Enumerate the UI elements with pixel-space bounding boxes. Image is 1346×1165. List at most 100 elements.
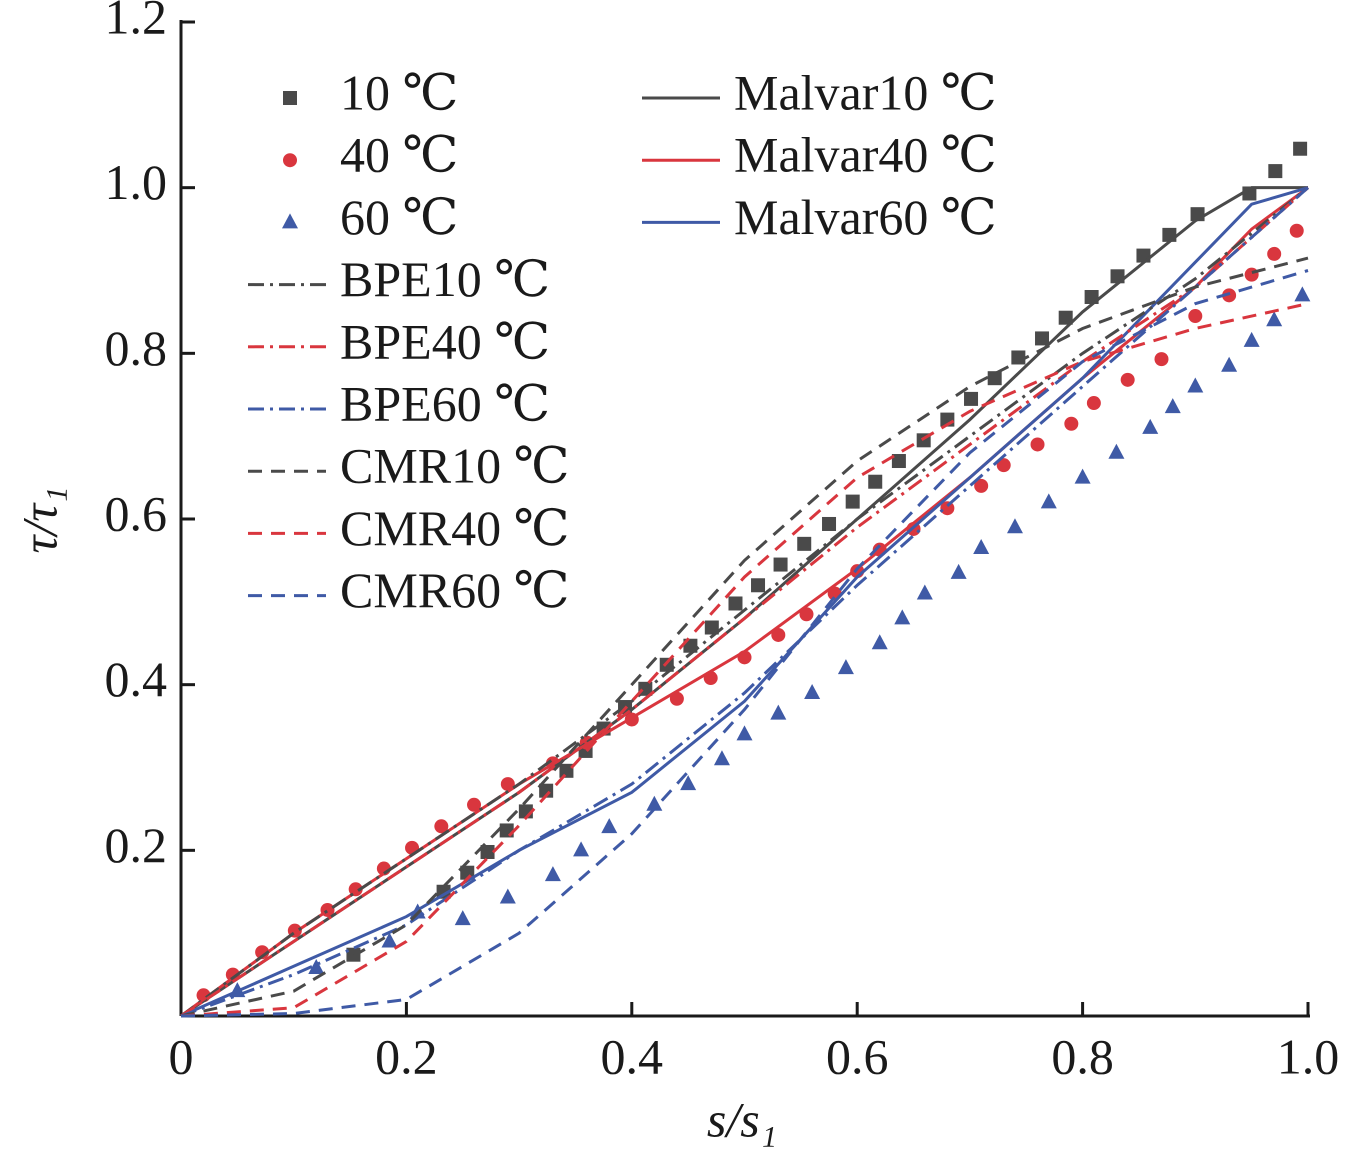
- y-axis-label: τ/τ₁: [11, 486, 67, 553]
- series-line: [180, 186, 1309, 1018]
- legend-marker: [283, 91, 297, 105]
- data-point: [1074, 468, 1091, 484]
- data-point: [1267, 246, 1282, 261]
- data-point: [1293, 141, 1308, 156]
- data-point: [728, 596, 743, 611]
- data-point: [1268, 164, 1283, 179]
- data-point: [559, 763, 574, 778]
- x-tick-label: 0: [169, 1028, 194, 1084]
- data-point: [713, 750, 730, 766]
- data-point: [797, 536, 812, 551]
- legend-label: BPE40 ℃: [340, 313, 550, 369]
- series-line: [180, 186, 1308, 1018]
- data-point: [891, 454, 906, 469]
- data-point: [964, 391, 979, 406]
- data-point: [950, 563, 967, 579]
- data-point: [871, 634, 888, 650]
- data-point: [1188, 309, 1203, 324]
- data-point: [1040, 493, 1057, 509]
- data-point: [499, 888, 516, 904]
- y-tick-label: 1.0: [105, 154, 168, 210]
- x-tick-label: 0.4: [601, 1028, 664, 1084]
- legend-label: Malvar10 ℃: [734, 64, 997, 120]
- data-point: [1006, 518, 1023, 534]
- legend-label: BPE10 ℃: [340, 251, 550, 307]
- data-point: [1064, 416, 1079, 431]
- data-point: [544, 866, 561, 882]
- x-tick-label: 0.6: [826, 1028, 889, 1084]
- data-point: [1266, 311, 1283, 327]
- data-point: [1154, 352, 1169, 367]
- data-point: [1120, 372, 1135, 387]
- data-point: [704, 620, 719, 635]
- data-point: [996, 458, 1011, 473]
- data-point: [669, 691, 684, 706]
- data-point: [680, 775, 697, 791]
- data-point: [973, 538, 990, 554]
- data-point: [1058, 310, 1073, 325]
- data-point: [1244, 267, 1259, 282]
- legend-label: Malvar60 ℃: [734, 189, 997, 245]
- legend-label: Malvar40 ℃: [734, 127, 997, 183]
- y-tick-label: 1.2: [105, 0, 168, 44]
- x-tick-label: 0.8: [1051, 1028, 1114, 1084]
- x-tick-label: 1.0: [1277, 1028, 1340, 1084]
- data-point: [1108, 443, 1125, 459]
- legend-label: CMR60 ℃: [340, 562, 570, 618]
- data-point: [1162, 227, 1177, 242]
- data-point: [381, 932, 398, 948]
- data-point: [454, 910, 471, 926]
- data-point: [837, 659, 854, 675]
- data-point: [1142, 418, 1159, 434]
- data-point: [822, 516, 837, 531]
- data-point: [770, 704, 787, 720]
- data-point: [499, 823, 514, 838]
- legend-label: 10 ℃: [340, 64, 458, 120]
- legend-label: CMR40 ℃: [340, 500, 570, 556]
- data-point: [771, 627, 786, 642]
- data-point: [1222, 288, 1237, 303]
- data-point: [799, 607, 814, 622]
- data-point: [868, 474, 883, 489]
- y-tick-label: 0.6: [105, 485, 168, 541]
- series-line: [180, 186, 1309, 1018]
- data-point: [646, 795, 663, 811]
- data-point: [434, 819, 449, 834]
- legend-label: 60 ℃: [340, 189, 458, 245]
- legend-label: CMR10 ℃: [340, 438, 570, 494]
- data-point: [916, 584, 933, 600]
- y-tick-label: 0.4: [105, 651, 168, 707]
- data-point: [1221, 356, 1238, 372]
- legend-marker: [283, 153, 297, 168]
- y-tick-label: 0.2: [105, 817, 168, 873]
- data-point: [308, 958, 325, 974]
- data-point: [773, 557, 788, 572]
- data-point: [467, 797, 482, 812]
- data-point: [1294, 286, 1311, 302]
- data-point: [1030, 437, 1045, 452]
- data-point: [804, 683, 821, 699]
- series-line: [180, 256, 1309, 1018]
- data-point: [1086, 396, 1101, 411]
- x-tick-label: 0.2: [375, 1028, 438, 1084]
- series-line: [180, 302, 1309, 1018]
- data-point: [987, 371, 1002, 386]
- data-point: [940, 501, 955, 516]
- data-point: [751, 578, 766, 593]
- data-point: [1243, 331, 1260, 347]
- series-line: [180, 186, 1309, 1018]
- data-point: [894, 609, 911, 625]
- data-point: [255, 945, 270, 960]
- legend-label: 40 ℃: [340, 127, 458, 183]
- data-point: [1289, 223, 1304, 238]
- legend-label: BPE60 ℃: [340, 375, 550, 431]
- data-point: [736, 725, 753, 741]
- data-point: [573, 841, 590, 857]
- data-point: [601, 818, 618, 834]
- data-point: [539, 783, 554, 798]
- data-point: [1164, 398, 1181, 414]
- data-point: [1187, 377, 1204, 393]
- data-point: [1035, 331, 1050, 346]
- data-point: [845, 494, 860, 509]
